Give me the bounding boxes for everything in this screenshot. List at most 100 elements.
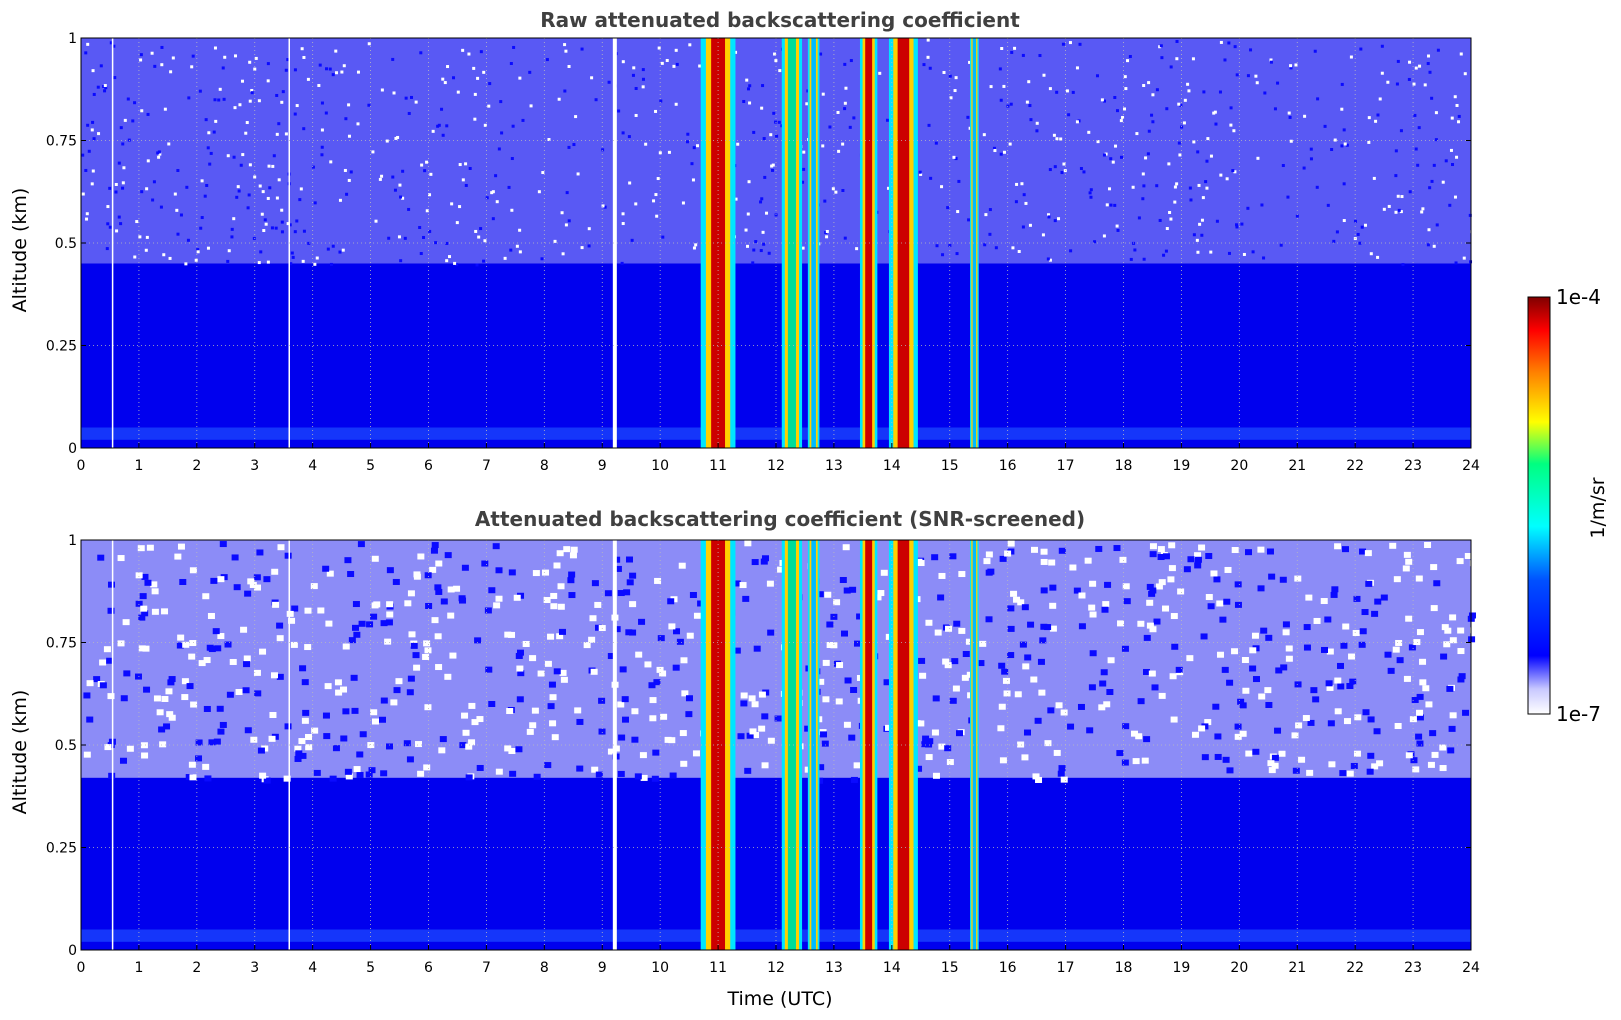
noise-cell [1095, 545, 1103, 552]
noise-cell [479, 227, 483, 231]
noise-cell [247, 193, 251, 197]
noise-cell [1007, 652, 1015, 659]
noise-cell [686, 132, 690, 136]
noise-cell [270, 226, 274, 230]
noise-cell [1294, 575, 1302, 582]
noise-cell [696, 144, 700, 148]
noise-cell [1451, 163, 1455, 167]
noise-cell [307, 241, 311, 245]
noise-cell [508, 631, 516, 638]
noise-cell [233, 54, 237, 58]
noise-cell [248, 163, 252, 167]
noise-cell [765, 211, 769, 215]
noise-cell [999, 152, 1003, 156]
noise-cell [167, 679, 175, 686]
noise-cell [121, 181, 125, 185]
noise-cell [576, 718, 584, 725]
noise-cell [461, 712, 469, 719]
noise-cell [1326, 648, 1334, 655]
noise-cell [601, 148, 605, 152]
noise-cell [244, 727, 252, 734]
noise-cell [495, 595, 503, 602]
noise-cell [378, 177, 382, 181]
noise-cell [210, 577, 218, 584]
noise-cell [1040, 623, 1048, 630]
noise-cell [1279, 243, 1283, 247]
noise-cell [1088, 604, 1096, 611]
y-tick-label: 0 [68, 943, 77, 959]
noise-cell [214, 119, 218, 123]
noise-cell [103, 646, 111, 653]
noise-cell [557, 603, 565, 610]
noise-cell [1294, 63, 1298, 67]
noise-cell [1468, 612, 1476, 619]
noise-cell [1384, 651, 1392, 658]
noise-cell [621, 696, 629, 703]
noise-cell [541, 569, 549, 576]
noise-cell [1453, 195, 1457, 199]
colorbar-max-label: 1e-4 [1556, 285, 1601, 309]
noise-cell [762, 137, 766, 141]
noise-cell [1204, 719, 1212, 726]
noise-cell [1303, 114, 1307, 118]
noise-cell [177, 543, 185, 550]
noise-cell [1173, 185, 1177, 189]
noise-cell [186, 238, 190, 242]
noise-cell [1426, 62, 1430, 66]
noise-cell [510, 157, 514, 161]
noise-cell [305, 744, 313, 751]
noise-cell [483, 239, 487, 243]
noise-cell [1071, 90, 1075, 94]
noise-cell [320, 101, 324, 105]
noise-cell [945, 625, 953, 632]
noise-cell [1168, 210, 1172, 214]
noise-cell [550, 603, 558, 610]
noise-cell [691, 178, 695, 182]
noise-cell [802, 167, 806, 171]
noise-cell [1205, 186, 1209, 190]
noise-cell [1313, 49, 1317, 53]
noise-cell [245, 121, 249, 125]
noise-cell [1342, 128, 1346, 132]
noise-cell [1131, 185, 1135, 189]
noise-cell [1337, 683, 1345, 690]
noise-cell [1425, 701, 1433, 708]
noise-cell [217, 576, 225, 583]
noise-cell [1065, 89, 1069, 93]
noise-cell [1262, 256, 1266, 260]
noise-cell [640, 774, 648, 781]
noise-cell [944, 745, 952, 752]
noise-cell [1122, 583, 1130, 590]
noise-cell [509, 770, 517, 777]
noise-cell [488, 587, 496, 594]
noise-cell [1131, 730, 1139, 737]
noise-cell [1227, 251, 1231, 255]
noise-cell [1233, 170, 1237, 174]
noise-cell [659, 99, 663, 103]
noise-cell [515, 652, 523, 659]
noise-cell [692, 750, 700, 757]
noise-cell [760, 106, 764, 110]
noise-cell [1416, 693, 1424, 700]
noise-cell [822, 659, 830, 666]
noise-cell [1432, 163, 1436, 167]
x-tick-label: 14 [883, 458, 901, 474]
noise-cell [299, 752, 307, 759]
noise-cell [186, 683, 194, 690]
noise-cell [266, 196, 270, 200]
noise-cell [1183, 98, 1187, 102]
noise-cell [1142, 257, 1146, 261]
noise-cell [104, 86, 108, 90]
noise-cell [1470, 230, 1474, 234]
noise-cell [564, 49, 568, 53]
noise-cell [1169, 217, 1173, 221]
noise-cell [1215, 219, 1219, 223]
noise-cell [1048, 87, 1052, 91]
noise-cell [745, 78, 749, 82]
noise-cell [425, 602, 433, 609]
noise-cell [163, 107, 167, 111]
noise-cell [1209, 250, 1213, 254]
noise-cell [621, 222, 625, 226]
noise-cell [306, 77, 310, 81]
